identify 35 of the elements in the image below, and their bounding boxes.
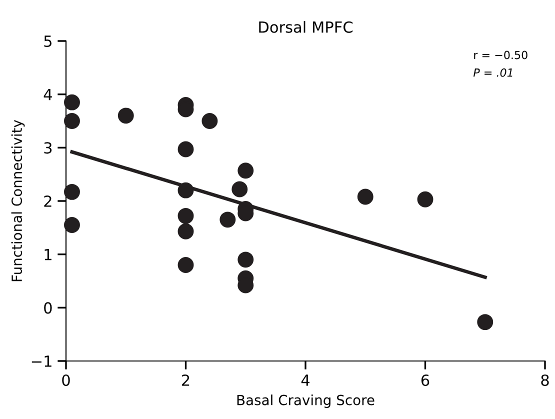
- annotation: r = −0.50: [474, 50, 528, 60]
- point: [417, 191, 434, 208]
- point: [232, 181, 248, 198]
- point: [477, 314, 494, 330]
- point: [64, 184, 80, 200]
- point: [178, 141, 194, 158]
- point: [178, 257, 194, 273]
- y-tick-label: 0: [44, 302, 52, 314]
- point: [64, 113, 80, 129]
- point: [238, 252, 254, 268]
- point: [238, 162, 254, 179]
- y-tick-label: 2: [44, 195, 52, 207]
- point: [178, 182, 194, 198]
- point: [64, 217, 80, 233]
- x-axis-title: Basal Craving Score: [237, 394, 374, 408]
- y-tick-label: 4: [44, 89, 52, 100]
- x-tick-label: 2: [182, 374, 190, 386]
- y-tick-label: −1: [32, 356, 52, 367]
- x-tick-label: 6: [421, 374, 430, 386]
- annotation: P = .01: [473, 68, 512, 77]
- point: [178, 223, 194, 240]
- point: [178, 208, 194, 224]
- y-tick-label: 1: [44, 249, 52, 260]
- y-axis-title: Functional Connectivity: [11, 120, 25, 282]
- x-tick-label: 8: [541, 374, 549, 386]
- point: [220, 212, 236, 228]
- y-tick-label: 5: [44, 36, 52, 48]
- point: [357, 188, 374, 205]
- x-tick-label: 0: [62, 374, 70, 386]
- chart-title: Dorsal MPFC: [259, 21, 353, 33]
- point: [118, 108, 134, 124]
- x-tick-label: 4: [301, 374, 310, 386]
- point: [64, 94, 80, 110]
- point: [202, 113, 218, 129]
- y-tick-label: 3: [44, 142, 52, 154]
